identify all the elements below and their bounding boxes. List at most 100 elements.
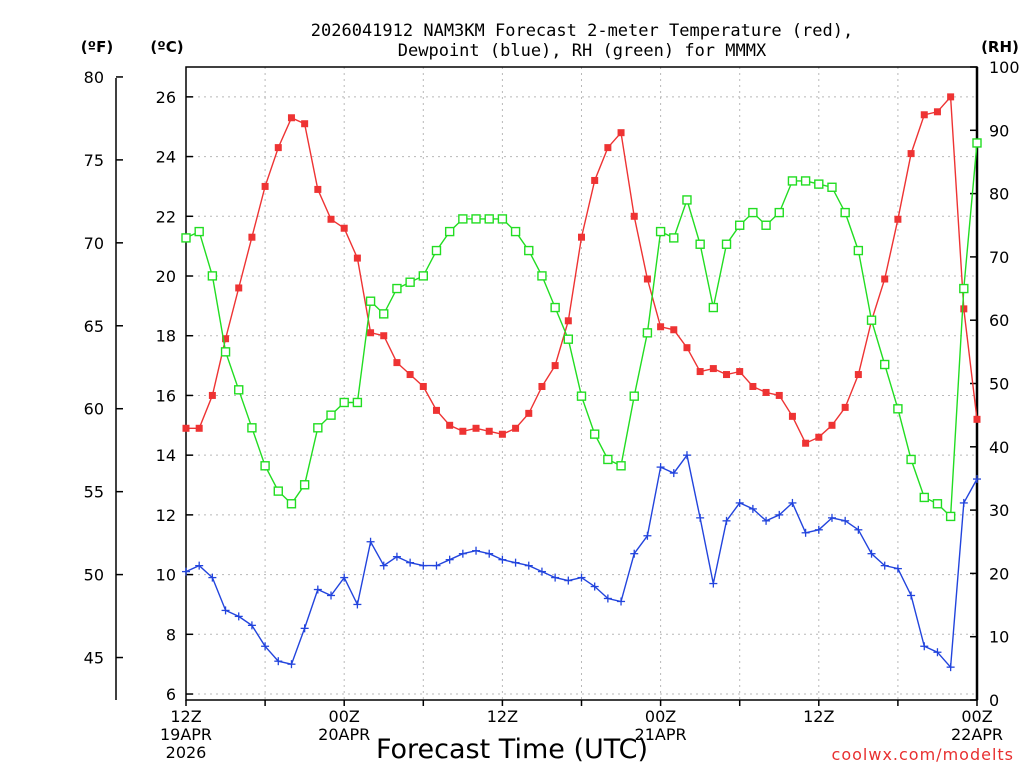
rh-point bbox=[194, 226, 204, 237]
dewpoint-point bbox=[893, 564, 902, 573]
dewpoint-point bbox=[841, 516, 850, 525]
dewpoint-point bbox=[458, 549, 467, 558]
dewpoint-point bbox=[432, 561, 441, 570]
dewpoint-point bbox=[392, 552, 401, 561]
dewpoint-point bbox=[933, 648, 942, 657]
temperature-point bbox=[472, 424, 480, 432]
temperature-point bbox=[419, 382, 427, 390]
rh-tick-label: 30 bbox=[989, 501, 1009, 520]
temperature-point bbox=[525, 409, 533, 417]
x-tick-label: 12Z bbox=[487, 707, 518, 726]
rh-point bbox=[708, 302, 719, 313]
dewpoint-point bbox=[959, 498, 968, 507]
rh-point bbox=[853, 245, 864, 256]
rh-tick-label: 20 bbox=[989, 564, 1009, 583]
fahrenheit-axis-title: (ºF) bbox=[81, 38, 113, 56]
temperature-point bbox=[683, 344, 691, 352]
rh-point bbox=[458, 214, 468, 224]
temperature-point bbox=[459, 427, 467, 435]
rh-point bbox=[919, 492, 929, 503]
temperature-point bbox=[248, 233, 256, 241]
rh-point bbox=[787, 176, 798, 186]
celsius-tick-label: 20 bbox=[156, 267, 176, 286]
temperature-point bbox=[643, 275, 651, 283]
rh-point bbox=[471, 214, 481, 224]
temperature-point bbox=[380, 332, 388, 340]
rh-point bbox=[695, 239, 705, 249]
temperature-point bbox=[301, 120, 309, 128]
rh-point bbox=[405, 277, 415, 287]
dewpoint-point bbox=[472, 546, 481, 555]
dewpoint-point bbox=[195, 561, 204, 570]
temperature-point bbox=[538, 382, 546, 390]
dewpoint-point bbox=[854, 525, 863, 534]
fahrenheit-tick-label: 65 bbox=[84, 317, 104, 336]
dewpoint-point bbox=[353, 600, 362, 609]
rh-point bbox=[800, 176, 811, 186]
dewpoint-point bbox=[287, 660, 296, 669]
rh-point bbox=[893, 404, 903, 414]
celsius-tick-label: 6 bbox=[166, 685, 176, 704]
rh-tick-label: 40 bbox=[989, 438, 1009, 457]
dewpoint-point bbox=[907, 591, 916, 600]
celsius-tick-label: 10 bbox=[156, 566, 176, 585]
rh-point bbox=[365, 296, 376, 306]
temperature-point bbox=[670, 326, 678, 334]
dewpoint-point bbox=[788, 498, 797, 507]
temperature-point bbox=[749, 382, 757, 390]
rh-point bbox=[299, 480, 310, 490]
rh-point bbox=[603, 454, 613, 465]
temperature-point bbox=[933, 108, 941, 116]
celsius-tick-label: 26 bbox=[156, 88, 176, 107]
temperature-point bbox=[564, 317, 572, 325]
rh-tick-label: 70 bbox=[989, 248, 1009, 267]
temperature-point bbox=[828, 421, 836, 429]
dewpoint-point bbox=[340, 573, 349, 582]
x-tick-label: 2026 bbox=[166, 743, 207, 762]
rh-point bbox=[669, 233, 679, 243]
dewpoint-point bbox=[735, 498, 744, 507]
dewpoint-point bbox=[445, 555, 454, 564]
chart-title-line-2: Dewpoint (blue), RH (green) for MMMX bbox=[398, 41, 767, 61]
celsius-tick-label: 18 bbox=[156, 327, 176, 346]
temperature-point bbox=[696, 368, 704, 376]
temperature-point bbox=[551, 362, 559, 370]
rh-point bbox=[735, 220, 745, 230]
temperature-point bbox=[788, 412, 796, 420]
x-tick-label: 00Z bbox=[961, 707, 992, 726]
temperature-point bbox=[446, 421, 454, 429]
dewpoint-point bbox=[630, 549, 639, 558]
temperature-point bbox=[617, 129, 625, 137]
temperature-point bbox=[736, 368, 744, 376]
temperature-point bbox=[723, 371, 731, 379]
rh-point bbox=[655, 226, 666, 237]
fahrenheit-tick-label: 45 bbox=[84, 649, 104, 668]
dewpoint-point bbox=[643, 531, 652, 540]
dewpoint-point bbox=[827, 513, 836, 522]
rh-point bbox=[286, 499, 297, 509]
dewpoint-point bbox=[208, 573, 217, 582]
dewpoint-point bbox=[379, 561, 388, 570]
temperature-point bbox=[512, 424, 520, 432]
temperature-point bbox=[195, 424, 203, 432]
temperature-point bbox=[947, 93, 955, 101]
dewpoint-point bbox=[366, 537, 375, 546]
rh-point bbox=[959, 283, 969, 294]
rh-point bbox=[906, 454, 916, 465]
dewpoint-point bbox=[577, 573, 586, 582]
dewpoint-point bbox=[564, 576, 573, 585]
celsius-axis-title: (ºC) bbox=[150, 38, 183, 56]
dewpoint-point bbox=[221, 606, 230, 615]
x-tick-label: 22APR bbox=[951, 725, 1003, 744]
rh-point bbox=[326, 410, 336, 420]
temperature-point bbox=[222, 335, 230, 343]
rh-axis-title: (RH) bbox=[981, 38, 1019, 56]
dewpoint-point bbox=[603, 594, 612, 603]
dewpoint-point bbox=[313, 585, 322, 594]
series-dewpoint bbox=[182, 451, 981, 672]
temperature-point bbox=[485, 427, 493, 435]
dewpoint-point bbox=[946, 663, 955, 672]
rh-point bbox=[497, 214, 508, 224]
celsius-tick-label: 12 bbox=[156, 506, 176, 525]
rh-tick-label: 80 bbox=[989, 185, 1009, 204]
